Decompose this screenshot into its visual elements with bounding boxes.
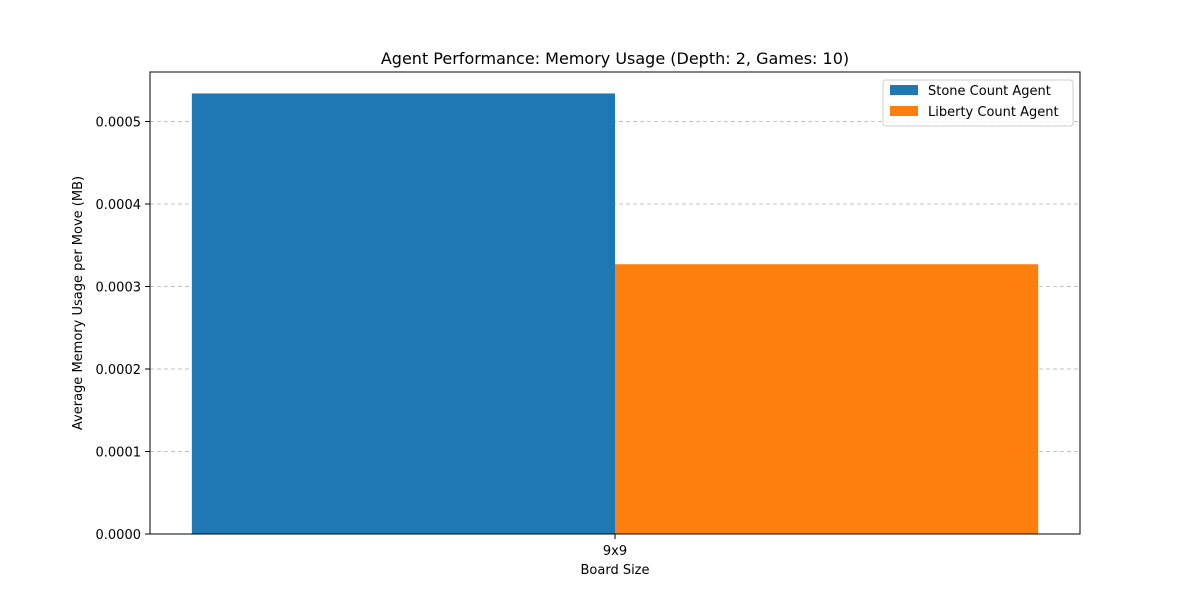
- y-tick-label: 0.0004: [96, 198, 142, 213]
- bars: [191, 93, 1039, 534]
- legend-swatch-stone-count-agent: [890, 85, 918, 95]
- x-axis-ticks: 9x9: [603, 534, 627, 559]
- chart-title: Agent Performance: Memory Usage (Depth: …: [381, 49, 849, 68]
- y-tick-label: 0.0001: [96, 446, 142, 461]
- y-tick-label: 0.0002: [96, 363, 142, 378]
- bar-liberty-count-agent: [615, 264, 1039, 534]
- x-axis-label: Board Size: [580, 563, 649, 578]
- legend-label-liberty-count-agent: Liberty Count Agent: [928, 105, 1059, 120]
- legend-swatch-liberty-count-agent: [890, 106, 918, 116]
- y-axis-ticks: 0.0000 0.0001 0.0002 0.0003 0.0004 0.0005: [96, 116, 150, 543]
- bar-stone-count-agent: [191, 93, 615, 534]
- legend: Stone Count Agent Liberty Count Agent: [882, 79, 1074, 127]
- legend-box: [882, 79, 1074, 127]
- x-tick-label: 9x9: [603, 544, 627, 559]
- y-tick-label: 0.0003: [96, 281, 142, 296]
- y-tick-label: 0.0005: [96, 116, 142, 131]
- y-axis-label: Average Memory Usage per Move (MB): [71, 176, 86, 430]
- y-tick-label: 0.0000: [96, 528, 142, 543]
- legend-label-stone-count-agent: Stone Count Agent: [928, 84, 1051, 99]
